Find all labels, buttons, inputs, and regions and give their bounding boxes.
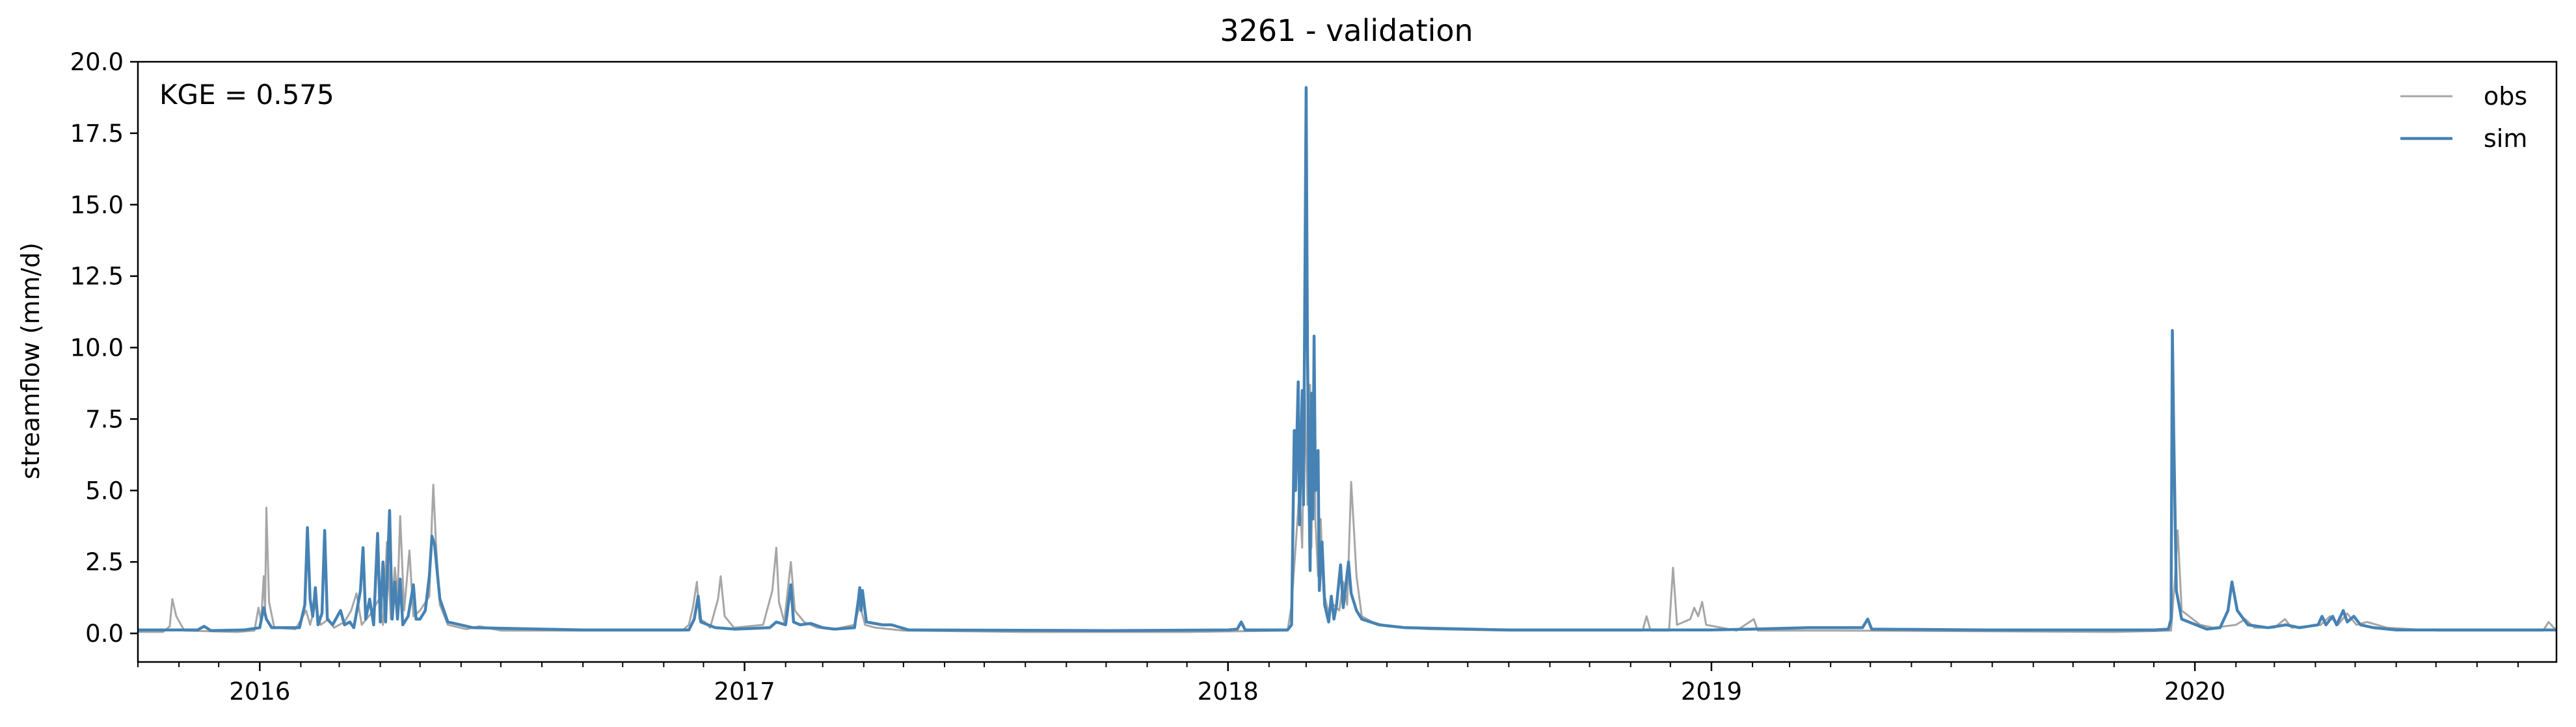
series-layer [138,86,2556,633]
x-tick-label: 2019 [1681,678,1742,706]
y-tick-label: 7.5 [85,405,124,433]
y-tick-label: 5.0 [85,477,124,505]
x-tick-label: 2016 [229,678,290,706]
legend-label-sim: sim [2484,124,2527,153]
y-tick-label: 20.0 [70,48,124,76]
legend-label-obs: obs [2484,82,2527,111]
kge-annotation: KGE = 0.575 [159,79,334,111]
y-axis-label: streamflow (mm/d) [16,243,45,479]
axes-layer: 0.0 2.5 5.0 7.5 10.0 12.5 15.0 17.5 20.0 2016 2017… [70,48,2558,706]
legend: obs sim [2400,82,2527,153]
series-line-sim [138,86,2556,632]
x-tick-label: 2020 [2164,678,2225,706]
x-tick-label: 2018 [1198,678,1259,706]
chart-title: 3261 - validation [1220,13,1473,48]
y-tick-label: 2.5 [85,548,124,576]
y-tick-label: 12.5 [70,263,124,291]
y-tick-label: 17.5 [70,120,124,148]
x-tick-label: 2017 [714,678,775,706]
y-tick-label: 0.0 [85,620,124,648]
y-tick-label: 10.0 [70,334,124,362]
y-tick-label: 15.0 [70,191,124,219]
